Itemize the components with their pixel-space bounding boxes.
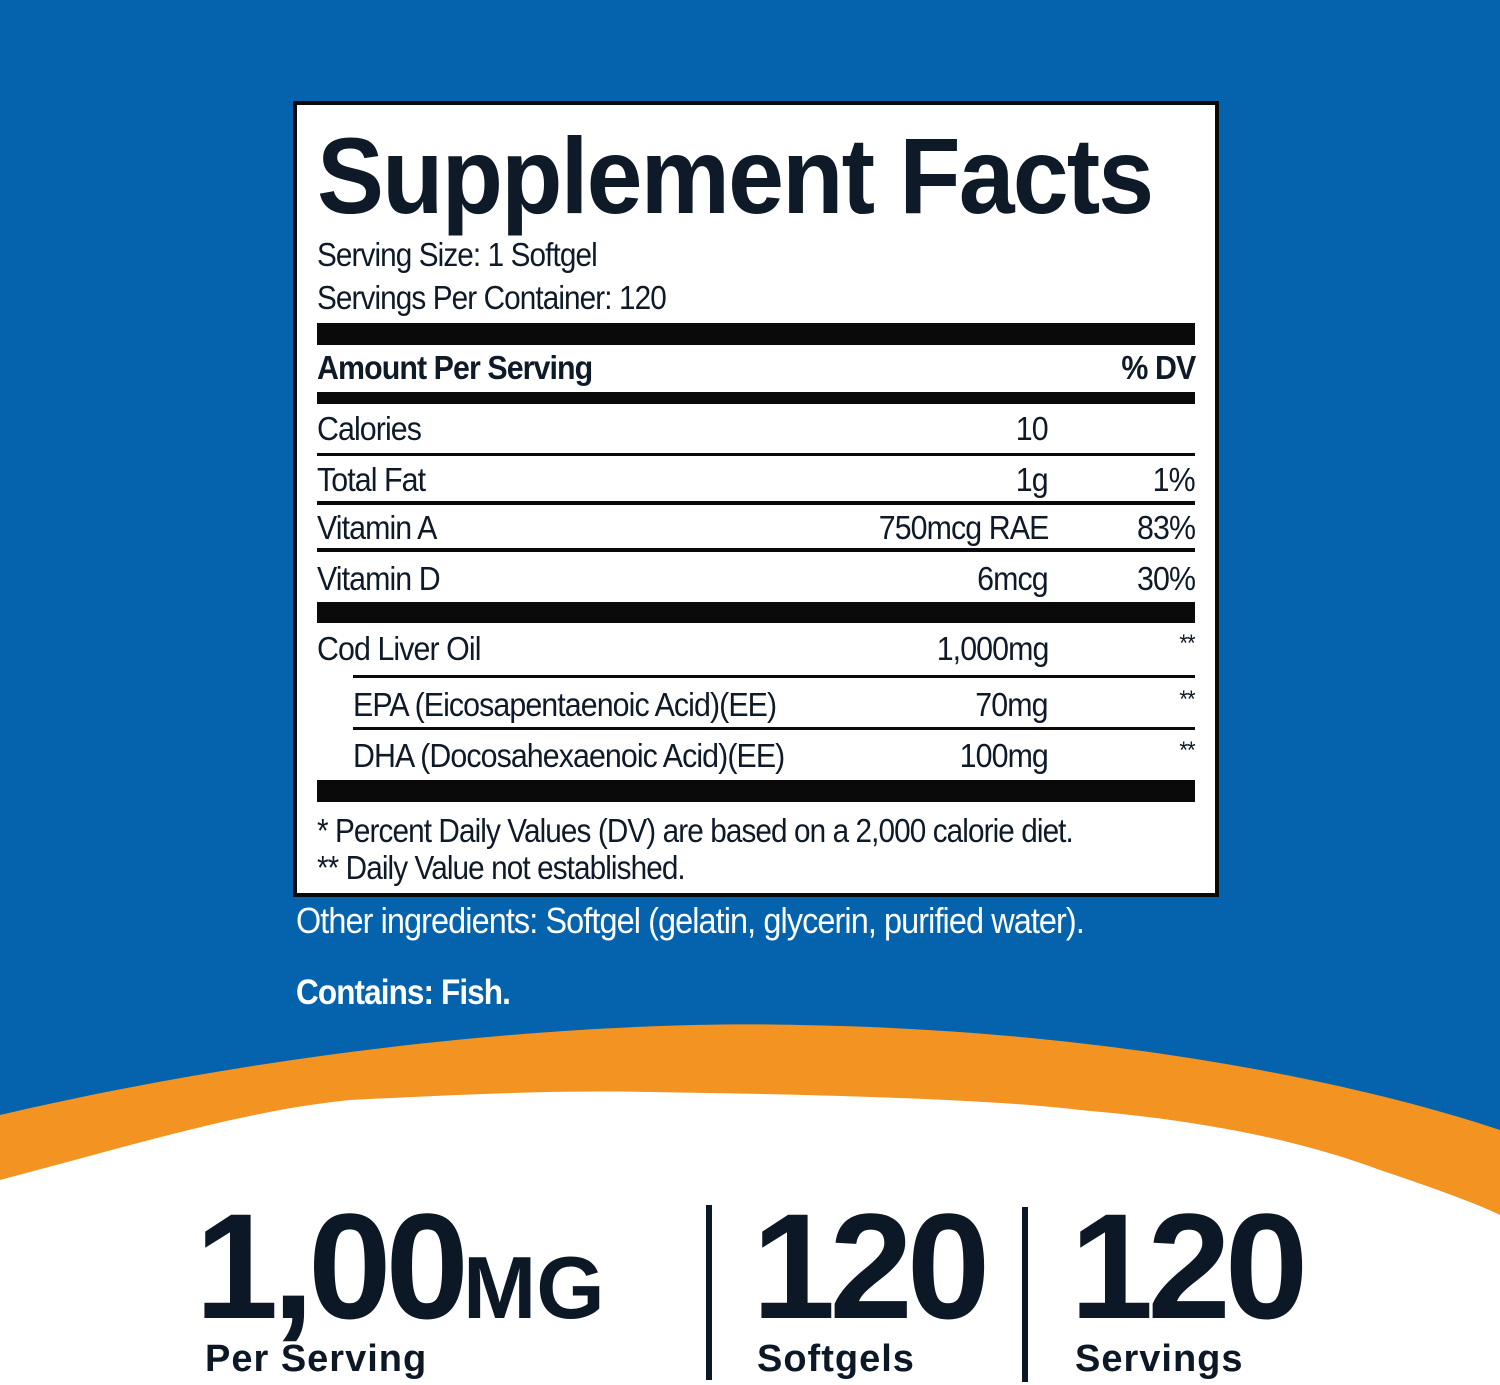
divider-thin: [353, 727, 1195, 730]
ingredient-name: EPA (Eicosapentaenoic Acid)(EE): [353, 686, 777, 723]
nutrient-amount: 6mcg: [977, 560, 1048, 597]
footnote-dv: * Percent Daily Values (DV) are based on…: [317, 812, 1074, 849]
divider-thick: [317, 602, 1195, 623]
nutrient-name: Vitamin D: [317, 560, 441, 597]
stat-per-serving-caption: Per Serving: [205, 1338, 428, 1380]
ingredient-amount: 70mg: [975, 686, 1049, 723]
ingredient-row: DHA (Docosahexaenoic Acid)(EE) 100mg **: [317, 737, 1196, 781]
orange-swoosh-banner: [0, 1024, 1500, 1385]
ingredient-dv: **: [1179, 737, 1196, 764]
servings-per-container: Servings Per Container: 120: [317, 279, 667, 316]
nutrient-name: Calories: [317, 410, 422, 447]
stat-divider: [706, 1205, 712, 1380]
nutrient-amount: 10: [1016, 410, 1049, 447]
stat-servings-value: 120: [1070, 1182, 1308, 1350]
nutrient-amount: 1g: [1016, 461, 1049, 498]
nutrient-row: Vitamin D 6mcg 30%: [317, 560, 1196, 604]
divider-thick: [317, 780, 1195, 802]
divider-thin: [317, 548, 1195, 552]
divider-medium: [317, 392, 1195, 404]
nutrient-row: Vitamin A 750mcg RAE 83%: [317, 509, 1196, 553]
ingredient-name: Cod Liver Oil: [317, 630, 481, 667]
stat-divider: [1022, 1207, 1028, 1382]
ingredient-dv: **: [1179, 630, 1196, 657]
stat-servings-caption: Servings: [1075, 1338, 1244, 1380]
ingredient-row: Cod Liver Oil 1,000mg **: [317, 630, 1196, 674]
nutrient-row: Calories 10: [317, 410, 1195, 454]
divider-thin: [353, 675, 1195, 678]
stat-softgels-value: 120: [752, 1182, 990, 1350]
ingredient-amount: 1,000mg: [936, 630, 1049, 667]
supplement-facts-panel: Supplement Facts Serving Size: 1 Softgel…: [293, 101, 1219, 897]
nutrient-dv: 30%: [1136, 560, 1196, 597]
other-ingredients: Other ingredients: Softgel (gelatin, gly…: [296, 900, 1085, 941]
header-dv: % DV: [1121, 349, 1196, 386]
white-area: [0, 1091, 1500, 1385]
divider-thin: [317, 453, 1195, 456]
ingredient-name: DHA (Docosahexaenoic Acid)(EE): [353, 737, 785, 774]
stat-per-serving-value: 1,00MG: [195, 1182, 605, 1350]
nutrient-dv: 1%: [1152, 461, 1196, 498]
allergen-statement: Contains: Fish.: [296, 973, 511, 1012]
footnote-not-established: ** Daily Value not established.: [317, 849, 686, 886]
divider-thin: [317, 501, 1195, 505]
nutrient-amount: 750mcg RAE: [878, 509, 1049, 546]
ingredient-dv: **: [1179, 686, 1196, 713]
header-row: Amount Per Serving % DV: [317, 349, 1196, 393]
nutrient-name: Vitamin A: [317, 509, 437, 546]
nutrient-dv: 83%: [1136, 509, 1196, 546]
ingredient-amount: 100mg: [959, 737, 1049, 774]
serving-size: Serving Size: 1 Softgel: [317, 236, 598, 273]
header-amount: Amount Per Serving: [317, 349, 593, 386]
divider-thick: [317, 323, 1195, 345]
nutrient-name: Total Fat: [317, 461, 426, 498]
panel-title: Supplement Facts: [317, 115, 1154, 236]
nutrient-row: Total Fat 1g 1%: [317, 461, 1196, 505]
ingredient-row: EPA (Eicosapentaenoic Acid)(EE) 70mg **: [317, 686, 1196, 730]
stat-softgels-caption: Softgels: [757, 1338, 915, 1380]
